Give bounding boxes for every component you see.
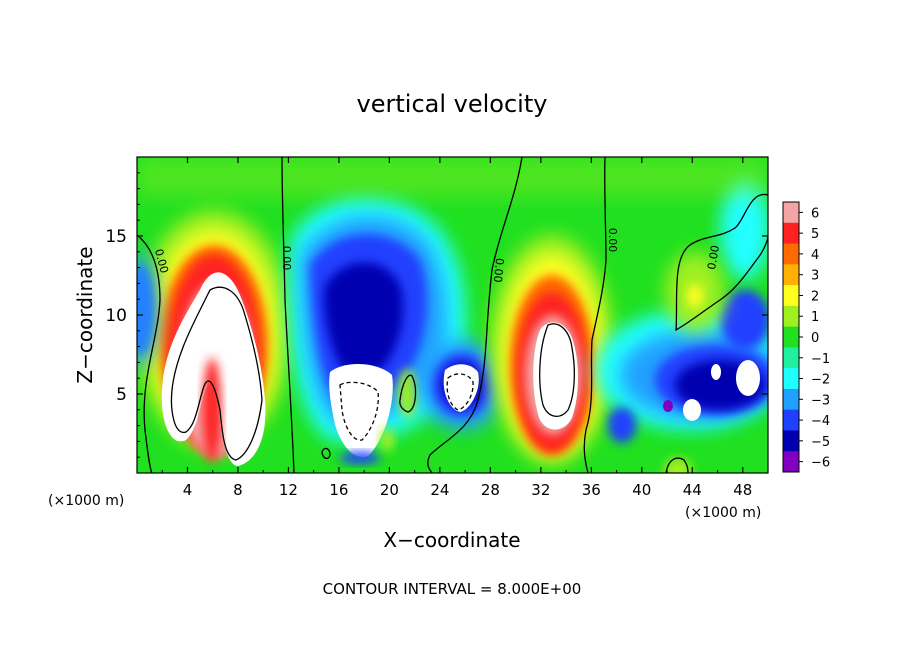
colorbar-swatch: [783, 264, 799, 286]
updraft-right-core: [533, 322, 578, 430]
y-tick-label: 10: [105, 306, 127, 326]
updraft-right: [490, 235, 614, 465]
updraft-small-20: [398, 369, 418, 417]
updraft-small-21: [380, 428, 394, 452]
colorbar-swatch: [783, 388, 799, 411]
contour-label-44: 0.00: [705, 244, 722, 270]
colorbar-swatch: [783, 368, 799, 390]
colorbar-label: 6: [811, 206, 819, 221]
updraft-left: [137, 210, 292, 466]
colorbar-swatch: [783, 202, 799, 224]
x-unit-label-right: (×1000 m): [685, 505, 761, 521]
x-tick-label: 16: [329, 481, 348, 499]
colorbar-swatch: [783, 222, 799, 245]
colorbar-label: −3: [811, 393, 830, 408]
contour-zero-28: [427, 157, 523, 473]
contour-interval-footer: CONTOUR INTERVAL = 8.000E+00: [323, 580, 582, 598]
colorbar-label: 3: [811, 269, 819, 284]
x-axis: 4 8 12 16 20 24 28 32 36 40 44 48: [161, 157, 752, 499]
contour-center-core: [339, 381, 379, 441]
downdraft-24-core: [443, 364, 479, 412]
contours: [137, 157, 768, 473]
downdraft-right-upper: [720, 180, 768, 280]
x-axis-label: X−coordinate: [383, 528, 520, 552]
contour-small-20: [399, 374, 417, 413]
colorbar-label: −1: [811, 352, 830, 367]
contour-24-core: [446, 373, 474, 411]
contour-zero-left: [137, 234, 161, 473]
downdraft-right: [595, 180, 768, 443]
downdraft-center-core: [329, 364, 393, 458]
upper-band: [137, 157, 768, 197]
colorbar-label: 4: [811, 248, 819, 263]
contour-small-16: [321, 447, 331, 460]
contour-labels: 0.00 0.00 0.00 0.00 0.00: [152, 228, 722, 283]
y-axis-label: Z−coordinate: [73, 246, 97, 383]
colorbar-label: −4: [811, 414, 830, 429]
contour-label-left: 0.00: [152, 248, 171, 275]
contour-left-core: [170, 286, 263, 461]
x-tick-label: 36: [582, 481, 601, 499]
x-tick-label: 20: [380, 481, 399, 499]
colorbar-swatch: [783, 305, 799, 328]
x-tick-label: 32: [531, 481, 550, 499]
downdraft-center-rim: [340, 452, 380, 464]
contour-label-28: 0.00: [491, 258, 506, 284]
downdraft-right-core-c: [711, 364, 721, 380]
x-tick-label: 48: [733, 481, 752, 499]
chart-title: vertical velocity: [357, 90, 548, 118]
y-tick-label: 5: [116, 385, 127, 405]
downdraft-right-core-b: [736, 360, 760, 396]
x-tick-label: 44: [683, 481, 702, 499]
colorbar-swatch: [783, 243, 799, 265]
colorbar-swatch: [783, 326, 799, 348]
colorbar-swatch: [783, 451, 799, 473]
colorbar-swatch: [783, 409, 799, 431]
contour-zero-12: [281, 157, 295, 473]
contour-label-12: 0.00: [280, 246, 293, 271]
downdraft-right-upper-blue: [720, 290, 768, 350]
x-tick-label: 8: [233, 481, 243, 499]
downdraft-24: [420, 340, 504, 430]
contour-right-core: [539, 323, 575, 417]
x-unit-label-left: (×1000 m): [48, 493, 124, 509]
colorbar-swatch: [783, 430, 799, 452]
colorbar-label: 0: [811, 331, 819, 346]
colorbar-label: 2: [811, 289, 819, 304]
x-tick-label: 40: [632, 481, 651, 499]
downdraft-right-purple: [663, 400, 673, 412]
y-tick-label: 15: [105, 227, 127, 247]
colorbar-label: 5: [811, 227, 819, 242]
updraft-upper-right-inner: [687, 284, 703, 308]
colorbar-label: 1: [811, 310, 819, 325]
x-tick-label: 24: [430, 481, 449, 499]
x-tick-label: 12: [279, 481, 298, 499]
heatmap-field: 0.00 0.00 0.00 0.00 0.00: [137, 157, 768, 473]
colorbar-label: −5: [811, 435, 830, 450]
contour-label-36: 0.00: [606, 228, 619, 253]
downdraft-right-small: [608, 407, 636, 443]
downdraft-center-navy: [324, 262, 404, 377]
contour-small-bottom: [665, 457, 689, 473]
downdraft-right-core-a: [683, 399, 701, 421]
x-tick-label: 4: [183, 481, 193, 499]
colorbar-swatch: [783, 347, 799, 369]
contour-zero-44: [675, 194, 768, 332]
contour-zero-36: [583, 157, 607, 473]
x-tick-label: 28: [481, 481, 500, 499]
colorbar-swatch: [783, 285, 799, 307]
colorbar-label: −2: [811, 373, 830, 388]
updraft-left-notch: [203, 358, 221, 462]
colorbar: 6 5 4 3 2 1 0 −1 −2 −3 −4 −5 −6: [782, 201, 830, 473]
y-axis: 5 10 15: [105, 172, 768, 458]
colorbar-label: −6: [811, 456, 830, 471]
